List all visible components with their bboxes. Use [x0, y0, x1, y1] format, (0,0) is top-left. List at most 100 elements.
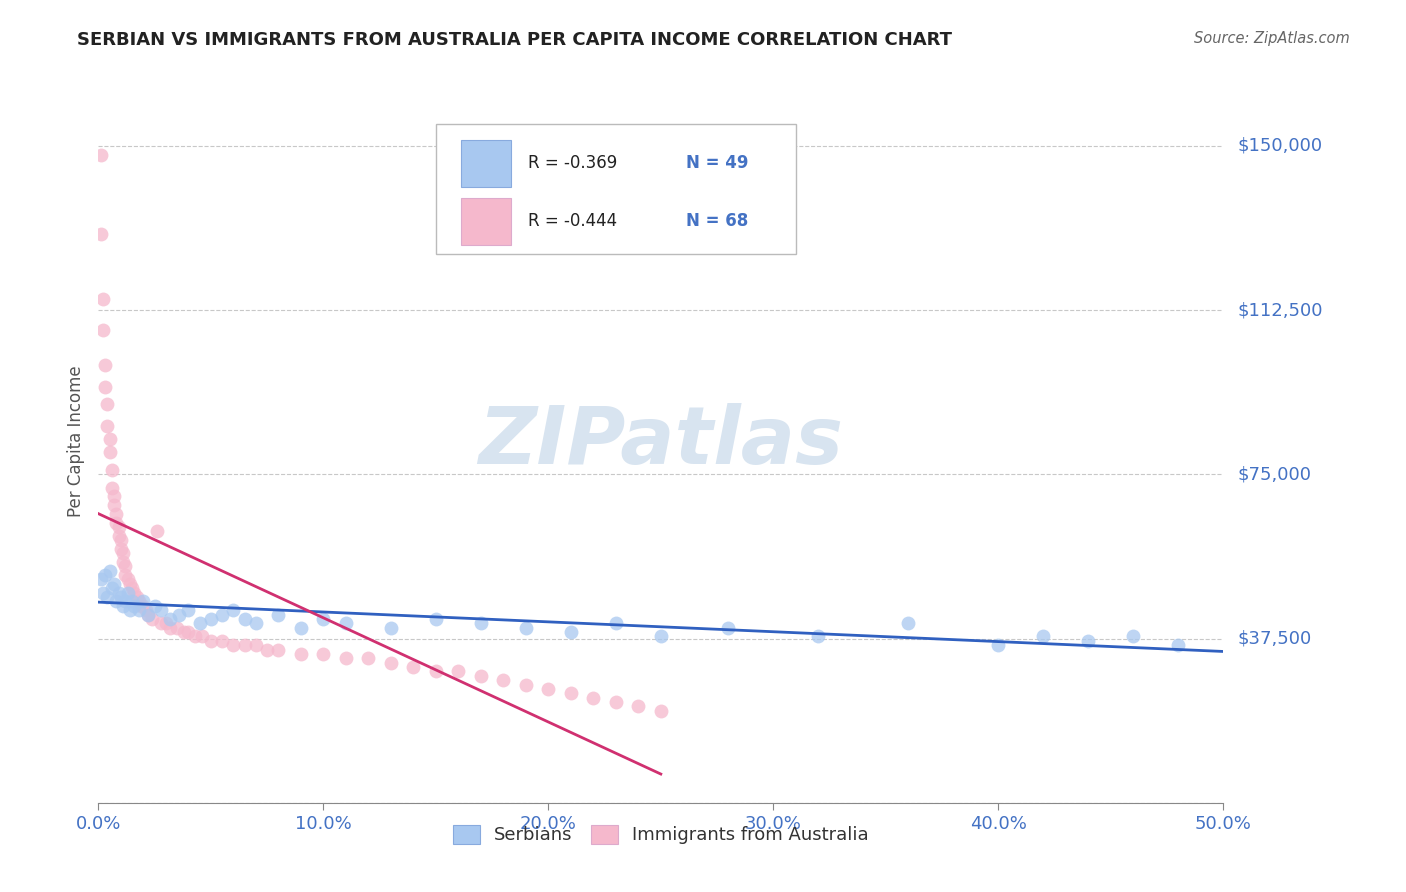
Point [222, 638, 245, 652]
Point [105, 507, 128, 521]
Point [245, 638, 267, 652]
Point [91, 323, 114, 337]
Point [492, 673, 515, 688]
Point [155, 616, 177, 631]
Point [124, 599, 146, 613]
Text: $75,000: $75,000 [1237, 466, 1312, 483]
Point [159, 612, 181, 626]
Point [112, 546, 135, 560]
Point [267, 607, 290, 622]
Point [94, 568, 117, 582]
Point [114, 559, 136, 574]
Point [166, 621, 188, 635]
Point [256, 642, 278, 657]
Point [91, 585, 114, 599]
Point [143, 599, 166, 613]
Point [312, 647, 335, 661]
Point [125, 590, 148, 604]
FancyBboxPatch shape [436, 124, 796, 253]
Point [110, 533, 132, 547]
Point [650, 629, 672, 643]
Point [1032, 629, 1054, 643]
Text: SERBIAN VS IMMIGRANTS FROM AUSTRALIA PER CAPITA INCOME CORRELATION CHART: SERBIAN VS IMMIGRANTS FROM AUSTRALIA PER… [77, 31, 952, 49]
Point [105, 516, 128, 530]
Point [132, 594, 155, 608]
Point [91, 292, 114, 306]
Point [470, 669, 492, 683]
Point [129, 599, 152, 613]
Point [146, 524, 169, 539]
Point [118, 603, 141, 617]
Point [135, 603, 157, 617]
Point [132, 599, 155, 613]
Point [118, 577, 141, 591]
Point [335, 651, 357, 665]
Point [98, 433, 121, 447]
Y-axis label: Per Capita Income: Per Capita Income [67, 366, 86, 517]
Point [114, 594, 136, 608]
Point [222, 603, 245, 617]
Text: N = 49: N = 49 [686, 154, 748, 172]
Text: N = 68: N = 68 [686, 212, 748, 230]
Point [117, 573, 139, 587]
Point [184, 629, 207, 643]
Legend: Serbians, Immigrants from Australia: Serbians, Immigrants from Australia [446, 818, 876, 852]
Point [402, 660, 425, 674]
Point [90, 573, 112, 587]
Point [290, 647, 312, 661]
Point [560, 625, 582, 640]
Point [101, 463, 124, 477]
Point [90, 147, 112, 161]
Point [560, 686, 582, 700]
Point [357, 651, 380, 665]
Point [447, 665, 470, 679]
Point [90, 227, 112, 241]
Point [177, 603, 200, 617]
Point [101, 581, 124, 595]
Point [191, 629, 214, 643]
Point [121, 594, 143, 608]
Point [169, 607, 191, 622]
Point [98, 445, 121, 459]
Point [96, 397, 118, 411]
Point [233, 612, 256, 626]
Point [112, 599, 135, 613]
Point [159, 621, 181, 635]
Text: ZIPatlas: ZIPatlas [478, 402, 844, 481]
Point [425, 612, 447, 626]
Point [107, 585, 129, 599]
Point [98, 564, 121, 578]
FancyBboxPatch shape [461, 140, 512, 186]
Point [537, 681, 560, 696]
Point [987, 638, 1010, 652]
Point [200, 633, 222, 648]
Point [110, 590, 132, 604]
Point [650, 704, 672, 718]
Point [114, 568, 136, 582]
Point [94, 380, 117, 394]
Point [425, 665, 447, 679]
Point [188, 616, 211, 631]
Text: R = -0.444: R = -0.444 [529, 212, 617, 230]
Point [1122, 629, 1144, 643]
Point [124, 585, 146, 599]
Text: $37,500: $37,500 [1237, 630, 1312, 648]
Point [128, 603, 150, 617]
Point [103, 498, 125, 512]
Point [380, 656, 402, 670]
Text: R = -0.369: R = -0.369 [529, 154, 617, 172]
Point [121, 581, 143, 595]
Point [96, 419, 118, 434]
Point [470, 616, 492, 631]
Point [605, 616, 627, 631]
Point [112, 555, 135, 569]
Point [211, 607, 233, 622]
Point [128, 594, 150, 608]
Point [103, 489, 125, 503]
Point [150, 603, 173, 617]
Point [94, 358, 117, 372]
Point [605, 695, 627, 709]
Point [515, 677, 537, 691]
Point [173, 625, 195, 640]
Point [105, 594, 128, 608]
